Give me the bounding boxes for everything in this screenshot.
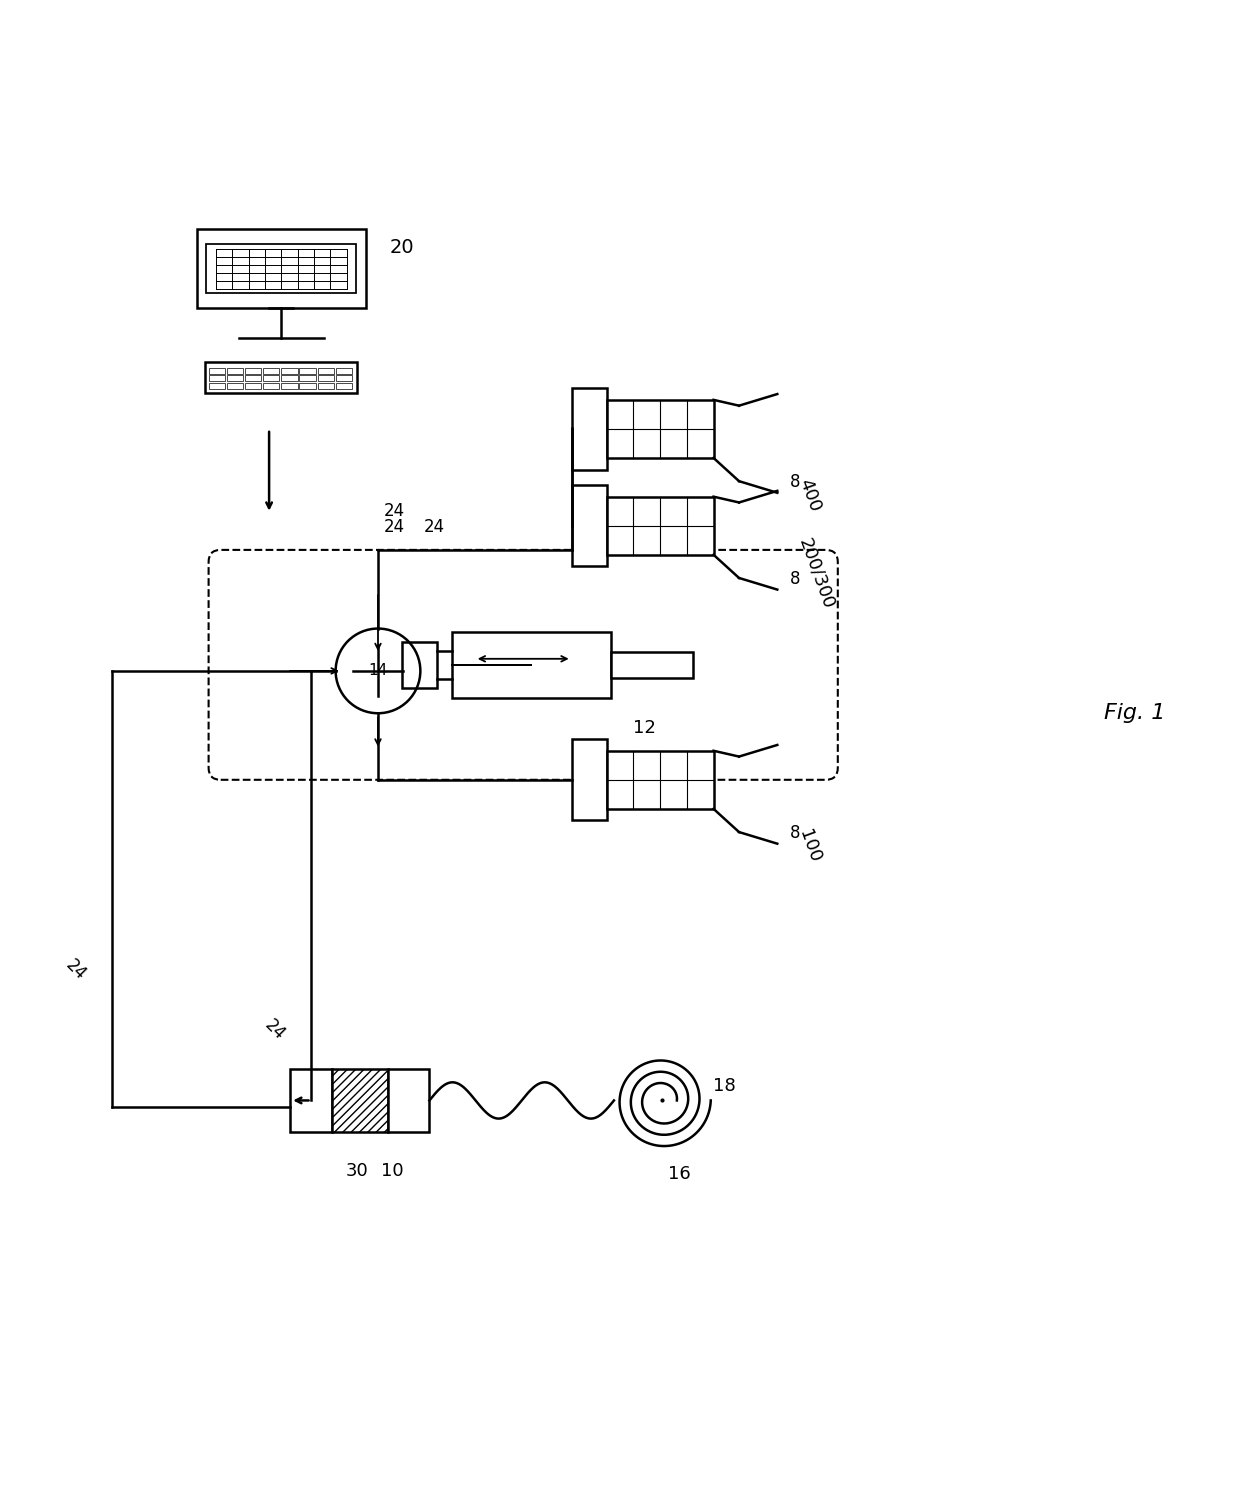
FancyBboxPatch shape xyxy=(606,497,713,555)
FancyBboxPatch shape xyxy=(572,739,606,821)
FancyBboxPatch shape xyxy=(227,375,243,381)
FancyBboxPatch shape xyxy=(281,375,298,381)
FancyBboxPatch shape xyxy=(388,1069,429,1132)
Text: 12: 12 xyxy=(632,720,656,738)
FancyBboxPatch shape xyxy=(299,375,316,381)
FancyBboxPatch shape xyxy=(336,375,352,381)
Text: 30: 30 xyxy=(346,1161,368,1181)
FancyBboxPatch shape xyxy=(402,641,436,688)
FancyBboxPatch shape xyxy=(263,384,279,390)
FancyBboxPatch shape xyxy=(290,1069,332,1132)
Text: 8: 8 xyxy=(790,824,800,842)
Text: 24: 24 xyxy=(384,503,405,520)
Text: Fig. 1: Fig. 1 xyxy=(1104,703,1166,723)
Text: 400: 400 xyxy=(795,476,825,515)
FancyBboxPatch shape xyxy=(281,384,298,390)
Text: 18: 18 xyxy=(713,1077,735,1094)
Text: 24: 24 xyxy=(384,517,405,535)
Text: 24: 24 xyxy=(262,1016,289,1044)
FancyBboxPatch shape xyxy=(263,375,279,381)
FancyBboxPatch shape xyxy=(317,375,334,381)
FancyBboxPatch shape xyxy=(227,367,243,373)
Text: 8: 8 xyxy=(790,570,800,587)
FancyBboxPatch shape xyxy=(205,363,357,393)
Text: 24: 24 xyxy=(62,956,89,983)
Text: 10: 10 xyxy=(381,1161,403,1181)
Text: 100: 100 xyxy=(795,827,823,865)
FancyBboxPatch shape xyxy=(606,751,713,809)
Text: 200/300: 200/300 xyxy=(795,535,838,611)
FancyBboxPatch shape xyxy=(336,384,352,390)
FancyBboxPatch shape xyxy=(572,485,606,567)
FancyBboxPatch shape xyxy=(244,367,262,373)
FancyBboxPatch shape xyxy=(611,651,693,678)
FancyBboxPatch shape xyxy=(206,244,356,293)
FancyBboxPatch shape xyxy=(244,375,262,381)
FancyBboxPatch shape xyxy=(299,384,316,390)
FancyBboxPatch shape xyxy=(263,367,279,373)
FancyBboxPatch shape xyxy=(208,367,224,373)
Text: 16: 16 xyxy=(668,1166,691,1184)
FancyBboxPatch shape xyxy=(572,388,606,470)
FancyBboxPatch shape xyxy=(606,400,713,458)
FancyBboxPatch shape xyxy=(317,367,334,373)
FancyBboxPatch shape xyxy=(451,632,611,697)
Text: 24: 24 xyxy=(424,517,445,535)
FancyBboxPatch shape xyxy=(299,367,316,373)
Text: 20: 20 xyxy=(391,238,414,257)
FancyBboxPatch shape xyxy=(208,384,224,390)
Text: 14: 14 xyxy=(368,663,388,678)
FancyBboxPatch shape xyxy=(332,1069,388,1132)
FancyBboxPatch shape xyxy=(317,384,334,390)
Text: 8: 8 xyxy=(790,473,800,491)
FancyBboxPatch shape xyxy=(244,384,262,390)
FancyBboxPatch shape xyxy=(208,375,224,381)
FancyBboxPatch shape xyxy=(281,367,298,373)
FancyBboxPatch shape xyxy=(336,367,352,373)
FancyBboxPatch shape xyxy=(227,384,243,390)
FancyBboxPatch shape xyxy=(196,229,366,308)
